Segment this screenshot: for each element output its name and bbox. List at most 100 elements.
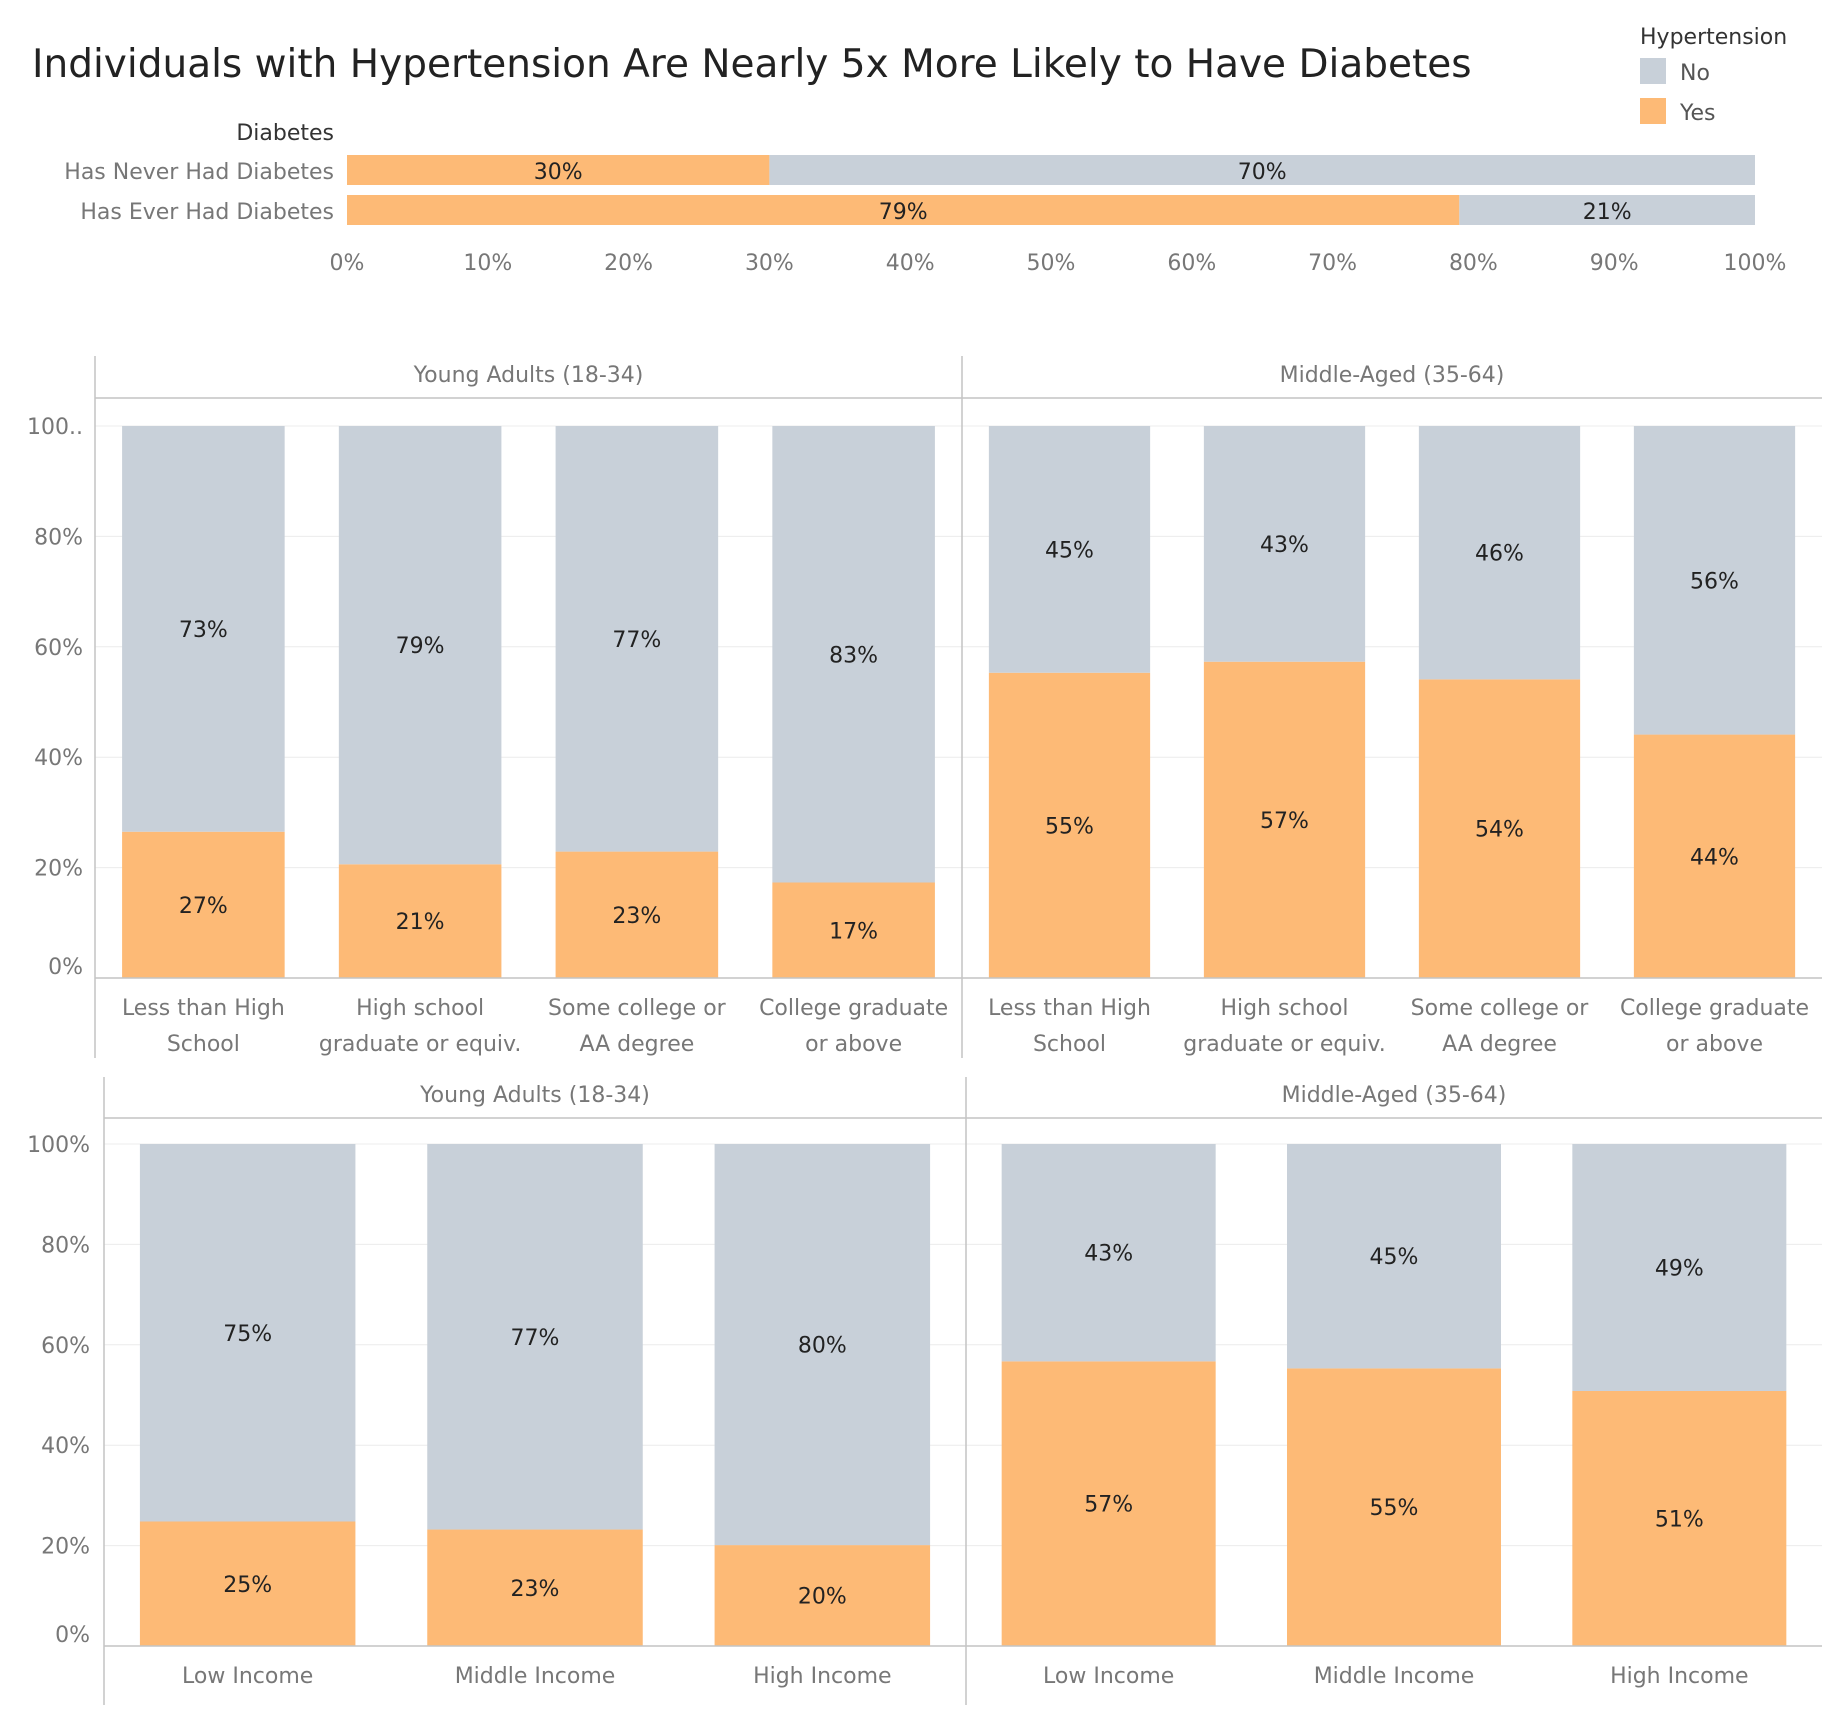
bar-yes-low-income[interactable] xyxy=(1001,1361,1216,1646)
y-tick-label: 80% xyxy=(41,1233,90,1258)
legend[interactable]: Hypertension No Yes xyxy=(1640,25,1787,126)
bar-value-label: 45% xyxy=(1045,538,1094,563)
bar-value-label: 23% xyxy=(612,904,661,929)
panel-title-young-adults-18-34: Young Adults (18-34) xyxy=(419,1083,650,1108)
bar-yes-high-school-graduate-or-equiv[interactable] xyxy=(338,864,502,978)
bar-yes-middle-income[interactable] xyxy=(1287,1368,1501,1646)
x-category-label: School xyxy=(1033,1032,1106,1057)
bar-value-label: 83% xyxy=(829,643,878,668)
bar-value-label: 77% xyxy=(612,628,661,653)
bar-no-high-school-graduate-or-equiv[interactable] xyxy=(338,426,502,865)
x-category-label: College graduate xyxy=(1620,996,1809,1021)
bar-yes-some-college-or-aa-degree[interactable] xyxy=(555,851,719,978)
bar-yes-high-school-graduate-or-equiv[interactable] xyxy=(1203,661,1366,978)
x-category-label: Middle Income xyxy=(455,1664,616,1689)
x-tick-label: 100% xyxy=(1724,251,1787,276)
x-category-label: High school xyxy=(356,996,484,1021)
x-category-label: Some college or xyxy=(1411,996,1590,1021)
bar-yes-high-income[interactable] xyxy=(1572,1390,1787,1646)
bar-value-label: 51% xyxy=(1655,1507,1704,1532)
x-category-label: Less than High xyxy=(988,996,1151,1021)
x-tick-label: 20% xyxy=(604,251,653,276)
y-tick-label: 20% xyxy=(34,857,83,882)
bar-yes-less-than-high-school[interactable] xyxy=(122,831,285,978)
y-tick-label: 40% xyxy=(41,1434,90,1459)
legend-label-no: No xyxy=(1680,61,1710,86)
x-category-label: High school xyxy=(1220,996,1348,1021)
bar-yes-some-college-or-aa-degree[interactable] xyxy=(1418,679,1581,978)
y-tick-label: 100% xyxy=(27,1133,90,1158)
bar-value-label: 20% xyxy=(798,1585,847,1610)
bar-no-less-than-high-school[interactable] xyxy=(988,426,1151,673)
x-category-label: Low Income xyxy=(182,1664,313,1689)
x-category-label: Low Income xyxy=(1043,1664,1174,1689)
bar-value-label: 80% xyxy=(798,1334,847,1359)
x-category-label: AA degree xyxy=(579,1032,694,1057)
y-tick-label: 20% xyxy=(41,1535,90,1560)
legend-swatch-yes[interactable] xyxy=(1640,98,1666,124)
x-tick-label: 80% xyxy=(1449,251,1498,276)
income-chart: 0% 20% 40% 60% 80% 100% Young Adults (18-34) 25… xyxy=(27,1077,1822,1705)
bar-yes-less-than-high-school[interactable] xyxy=(988,672,1151,978)
panel-title-middle-aged-35-64: Middle-Aged (35-64) xyxy=(1282,1083,1507,1108)
diabetes-field-label: Diabetes xyxy=(236,121,334,146)
x-category-label: Some college or xyxy=(548,996,727,1021)
bar-value-label: 21% xyxy=(1583,200,1632,225)
bar-no-some-college-or-aa-degree[interactable] xyxy=(555,426,719,852)
bar-value-label: 70% xyxy=(1238,160,1287,185)
legend-swatch-no[interactable] xyxy=(1640,58,1666,84)
bar-value-label: 46% xyxy=(1475,542,1524,567)
bar-no-has-never-had-diabetes[interactable] xyxy=(769,155,1755,185)
bar-no-less-than-high-school[interactable] xyxy=(122,426,285,832)
bar-value-label: 73% xyxy=(179,618,228,643)
x-tick-label: 30% xyxy=(745,251,794,276)
panel-title-middle-aged-35-64: Middle-Aged (35-64) xyxy=(1280,363,1505,388)
x-tick-label: 10% xyxy=(463,251,512,276)
x-tick-label: 70% xyxy=(1308,251,1357,276)
bar-yes-has-never-had-diabetes[interactable] xyxy=(347,155,770,185)
y-tick-label: 40% xyxy=(34,746,83,771)
bar-no-low-income[interactable] xyxy=(1001,1144,1216,1362)
y-tick-label: 0% xyxy=(48,955,83,980)
bar-yes-middle-income[interactable] xyxy=(427,1529,643,1646)
bar-value-label: 54% xyxy=(1475,818,1524,843)
y-tick-label: 0% xyxy=(55,1623,90,1648)
x-category-label: graduate or equiv. xyxy=(1183,1032,1385,1057)
bar-no-some-college-or-aa-degree[interactable] xyxy=(1418,426,1581,680)
bar-value-label: 75% xyxy=(223,1322,272,1347)
chart-title: Individuals with Hypertension Are Nearly… xyxy=(32,42,1472,87)
x-category-label: or above xyxy=(805,1032,902,1057)
x-category-label: High Income xyxy=(1610,1664,1749,1689)
bar-yes-college-graduate-or-above[interactable] xyxy=(772,882,935,978)
legend-label-yes: Yes xyxy=(1679,101,1716,126)
bar-no-high-school-graduate-or-equiv[interactable] xyxy=(1203,426,1366,662)
bar-no-college-graduate-or-above[interactable] xyxy=(772,426,935,883)
bar-no-high-income[interactable] xyxy=(1572,1144,1787,1391)
bar-value-label: 27% xyxy=(179,894,228,919)
bar-yes-low-income[interactable] xyxy=(139,1521,356,1646)
bar-no-middle-income[interactable] xyxy=(427,1144,643,1530)
legend-title: Hypertension xyxy=(1640,25,1787,50)
diabetes-hypertension-chart: Has Never Had Diabetes 30% 70% Has Ever Had… xyxy=(64,155,1786,276)
bar-value-label: 44% xyxy=(1690,845,1739,870)
bar-no-low-income[interactable] xyxy=(139,1144,356,1522)
bar-value-label: 43% xyxy=(1084,1242,1133,1267)
bar-value-label: 77% xyxy=(511,1326,560,1351)
panel-title-young-adults-18-34: Young Adults (18-34) xyxy=(413,363,644,388)
diabetes-category-label: Has Ever Had Diabetes xyxy=(80,200,334,225)
bar-no-middle-income[interactable] xyxy=(1287,1144,1501,1369)
x-category-label: Middle Income xyxy=(1314,1664,1475,1689)
x-category-label: Less than High xyxy=(122,996,285,1021)
x-category-label: School xyxy=(167,1032,240,1057)
diabetes-category-label: Has Never Had Diabetes xyxy=(64,160,334,185)
bar-yes-has-ever-had-diabetes[interactable] xyxy=(347,195,1460,225)
bar-no-college-graduate-or-above[interactable] xyxy=(1633,426,1796,735)
bar-no-high-income[interactable] xyxy=(714,1144,931,1546)
bar-no-has-ever-had-diabetes[interactable] xyxy=(1459,195,1755,225)
bar-yes-college-graduate-or-above[interactable] xyxy=(1633,734,1796,978)
bar-value-label: 25% xyxy=(223,1573,272,1598)
bar-yes-high-income[interactable] xyxy=(714,1545,931,1646)
bar-value-label: 55% xyxy=(1045,814,1094,839)
bar-value-label: 21% xyxy=(396,910,445,935)
